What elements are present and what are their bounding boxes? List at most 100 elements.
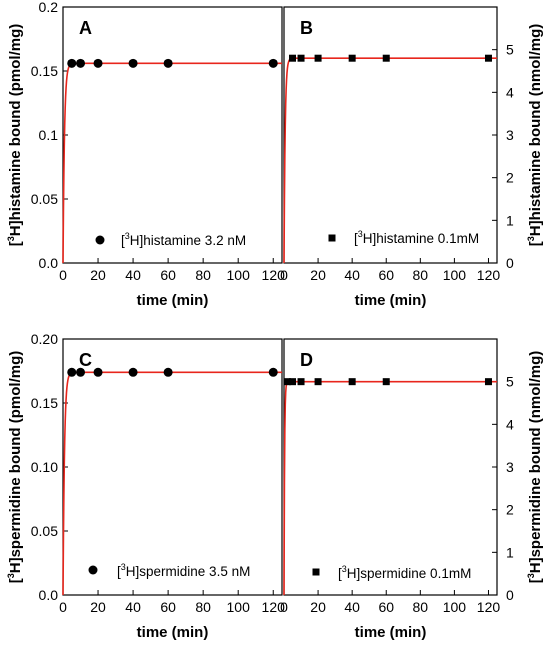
x-tick-label: 100	[227, 267, 251, 283]
x-axis-title: time (min)	[355, 624, 427, 641]
x-tick-label: 60	[378, 267, 394, 283]
panel-b: 0 20 40 60 80 100 120 0 1 2 3 4 5 time (min) [3H]hista…	[280, 6, 544, 309]
x-tick-label: 80	[195, 599, 211, 615]
x-tick-label: 100	[443, 599, 467, 615]
x-tick-label: 120	[262, 267, 286, 283]
data-point	[348, 54, 356, 62]
x-tick-label: 0	[280, 267, 288, 283]
legend: [3H]spermidine 3.5 nM	[88, 562, 250, 579]
x-tick-label: 120	[262, 599, 286, 615]
x-axis-title: time (min)	[355, 292, 427, 309]
legend-label: [3H]histamine 0.1mM	[354, 229, 479, 246]
data-point	[67, 58, 77, 68]
data-point	[76, 58, 86, 68]
y-tick-label: 1	[506, 544, 514, 560]
data-point	[128, 58, 138, 68]
data-point	[289, 54, 297, 62]
x-tick-label: 20	[310, 267, 326, 283]
data-point	[314, 378, 322, 386]
data-point	[289, 378, 297, 386]
legend-marker	[328, 234, 336, 242]
fit-curve	[62, 371, 282, 596]
panel-letter: A	[79, 18, 92, 38]
x-tick-label: 0	[59, 267, 67, 283]
y-tick-label: 0.10	[31, 459, 58, 475]
x-tick-label: 80	[195, 267, 211, 283]
y-tick-label: 0	[506, 255, 514, 271]
x-tick-label: 60	[378, 599, 394, 615]
data-point	[297, 378, 305, 386]
y-tick-label: 5	[506, 42, 514, 58]
data-point	[348, 378, 356, 386]
legend: [3H]histamine 0.1mM	[328, 229, 479, 246]
data-point	[128, 367, 138, 377]
legend-marker	[312, 568, 320, 576]
panel-c: 0 20 40 60 80 100 120 0.0 0.05 0.10 0.15 0.20 time (…	[6, 331, 285, 641]
legend-label: [3H]spermidine 0.1mM	[338, 564, 471, 581]
x-tick-label: 60	[160, 599, 176, 615]
x-axis-title: time (min)	[137, 624, 209, 641]
x-tick-label: 40	[344, 599, 360, 615]
x-tick-label: 60	[160, 267, 176, 283]
data-point	[268, 58, 278, 68]
x-tick-label: 20	[310, 599, 326, 615]
panel-d: 0 20 40 60 80 100 120 0 1 2 3 4 5 time (min) [3H]sperm…	[280, 338, 544, 641]
data-point	[484, 378, 492, 386]
data-point	[382, 54, 390, 62]
data-point	[67, 367, 77, 377]
data-point	[382, 378, 390, 386]
y-axis-title: [3H]spermidine bound (pmol/mg)	[6, 351, 24, 584]
data-point	[484, 54, 492, 62]
x-tick-label: 80	[413, 267, 429, 283]
legend-label: [3H]histamine 3.2 nM	[121, 231, 246, 248]
panel-a: 0 20 40 60 80 100 120 0.0 0.05 0.1 0.15 0.2 time (mi…	[6, 0, 285, 309]
x-tick-label: 0	[59, 599, 67, 615]
y-tick-label: 0.05	[31, 523, 58, 539]
y-tick-label: 0.1	[39, 127, 59, 143]
y-tick-label: 0.15	[31, 63, 58, 79]
x-tick-label: 0	[280, 599, 288, 615]
y-tick-label: 1	[506, 212, 514, 228]
plot-frame	[62, 338, 283, 596]
legend: [3H]spermidine 0.1mM	[312, 564, 471, 581]
y-tick-label: 2	[506, 170, 514, 186]
y-tick-label: 0.0	[39, 587, 59, 603]
data-point	[93, 58, 103, 68]
x-tick-label: 100	[227, 599, 251, 615]
fit-curve	[283, 380, 497, 596]
data-point	[314, 54, 322, 62]
x-tick-label: 80	[413, 599, 429, 615]
y-tick-label: 0.2	[39, 0, 59, 15]
y-tick-label: 0.20	[31, 331, 58, 347]
legend-marker	[88, 565, 98, 575]
x-tick-label: 20	[90, 267, 106, 283]
data-point	[163, 58, 173, 68]
legend-label: [3H]spermidine 3.5 nM	[117, 562, 250, 579]
y-tick-label: 3	[506, 127, 514, 143]
x-tick-label: 100	[443, 267, 467, 283]
x-tick-label: 40	[344, 267, 360, 283]
legend-marker	[95, 235, 105, 245]
y-tick-label: 0.05	[31, 191, 58, 207]
y-axis-title: [3H]histamine bound (pmol/mg)	[6, 24, 24, 247]
plot-frame	[62, 6, 283, 264]
y-axis-title: [3H]histamine bound (nmol/mg)	[526, 24, 544, 247]
data-point	[163, 367, 173, 377]
y-tick-label: 2	[506, 502, 514, 518]
data-point	[268, 367, 278, 377]
y-axis-title: [3H]spermidine bound (nmol/mg)	[526, 351, 544, 584]
panel-letter: D	[300, 350, 313, 370]
x-tick-label: 20	[90, 599, 106, 615]
x-tick-label: 40	[125, 599, 141, 615]
y-tick-label: 4	[506, 84, 514, 100]
x-tick-label: 120	[477, 599, 501, 615]
panel-letter: C	[79, 350, 92, 370]
legend: [3H]histamine 3.2 nM	[95, 231, 246, 248]
y-tick-label: 4	[506, 416, 514, 432]
data-point	[297, 54, 305, 62]
plot-frame	[283, 6, 498, 264]
y-tick-label: 3	[506, 459, 514, 475]
x-tick-label: 40	[125, 267, 141, 283]
y-tick-label: 0.15	[31, 395, 58, 411]
